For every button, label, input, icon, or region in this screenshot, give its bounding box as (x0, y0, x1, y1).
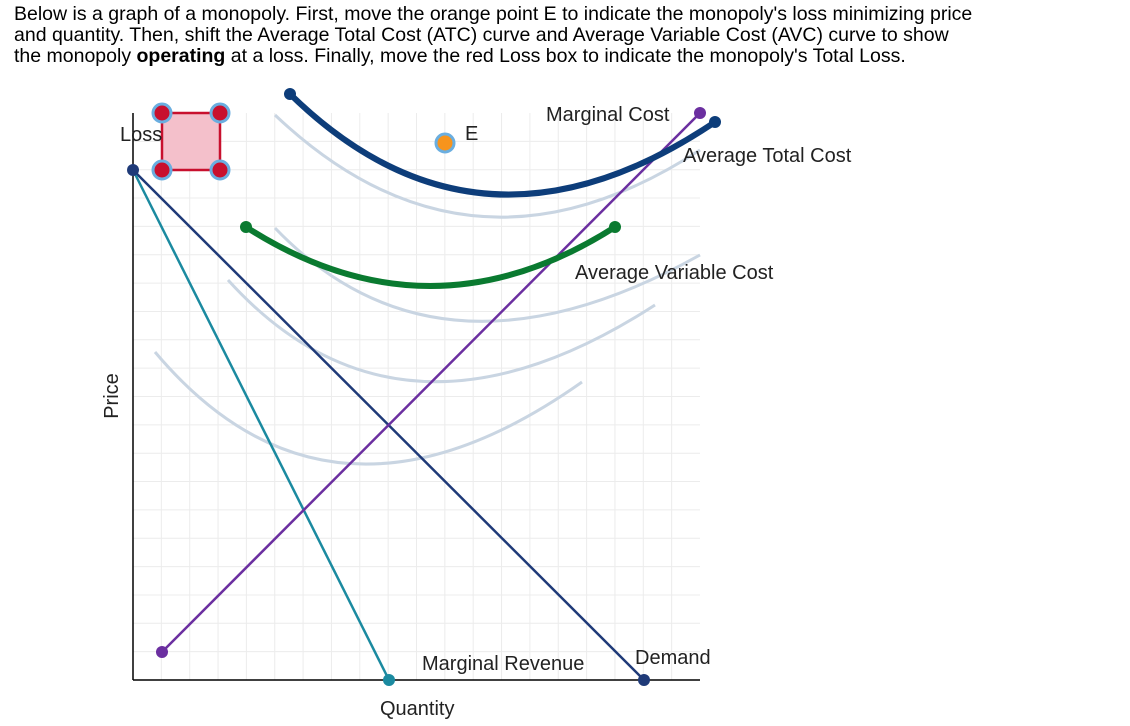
avc-label: Average Variable Cost (575, 262, 774, 284)
atc-curve[interactable] (287, 91, 717, 198)
marginal-cost-line (161, 112, 701, 653)
avc-endpoint[interactable] (609, 221, 621, 233)
avc-curve[interactable] (244, 224, 617, 289)
instruction-bold: operating (136, 45, 226, 67)
ghost-curve (226, 278, 656, 384)
instruction-line: and quantity. Then, shift the Average To… (14, 24, 949, 46)
loss-handle[interactable] (151, 102, 173, 124)
loss-handle[interactable] (209, 159, 231, 181)
point-label: E (465, 123, 478, 145)
loss-handles (151, 102, 231, 181)
ghost-curve (273, 226, 701, 323)
ghost-curve (273, 113, 701, 219)
loss-handle[interactable] (151, 159, 173, 181)
loss-label: Loss (120, 124, 162, 146)
demand-endpoint[interactable] (638, 674, 650, 686)
instruction-text: at a loss. Finally, move the red Loss bo… (230, 45, 906, 67)
atc-endpoint[interactable] (709, 116, 721, 128)
marginal-revenue-line (131, 169, 391, 681)
mc-endpoint[interactable] (156, 646, 168, 658)
loss-handle[interactable] (209, 102, 231, 124)
x-axis-label: Quantity (380, 698, 454, 720)
point-e[interactable] (434, 132, 456, 154)
mc-label: Marginal Cost (546, 104, 670, 126)
mr-endpoint[interactable] (383, 674, 395, 686)
atc-label: Average Total Cost (683, 145, 852, 167)
instruction-line: the monopoly operating at a loss. Finall… (14, 46, 972, 67)
avc-endpoint[interactable] (240, 221, 252, 233)
y-axis-label: Price (101, 373, 123, 419)
mc-endpoint[interactable] (694, 107, 706, 119)
demand-endpoint[interactable] (127, 164, 139, 176)
atc-endpoint[interactable] (284, 88, 296, 100)
mr-label: Marginal Revenue (422, 653, 584, 675)
ghost-curves (153, 113, 701, 466)
instructions: Below is a graph of a monopoly. First, m… (14, 4, 972, 67)
instruction-line: Below is a graph of a monopoly. First, m… (14, 3, 973, 25)
instruction-text: the monopoly (14, 45, 132, 67)
loss-box[interactable] (160, 111, 222, 172)
demand-label: Demand (635, 647, 711, 669)
